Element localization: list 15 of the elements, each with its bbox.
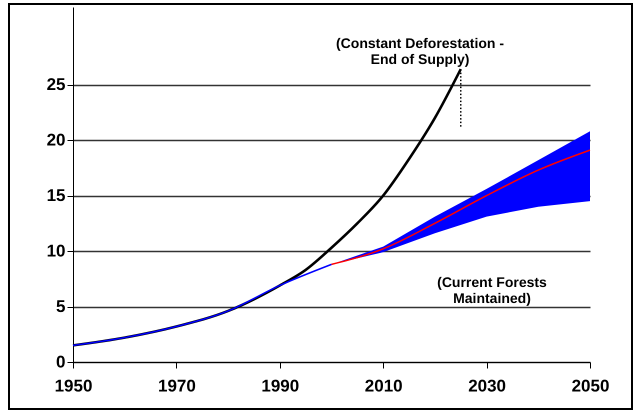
- y-tick-label: 5: [56, 297, 66, 316]
- x-tick-label: 1970: [158, 376, 196, 396]
- x-tick-label: 2010: [364, 376, 403, 396]
- x-tick-label: 1990: [261, 376, 300, 396]
- line-series: [72, 264, 332, 346]
- annotation: (Current Forests Maintained): [437, 274, 548, 306]
- y-tick-label: 0: [56, 352, 66, 372]
- y-tick-label: 15: [46, 186, 66, 206]
- x-tick-label: 2050: [572, 376, 610, 396]
- y-tick-label: 25: [46, 75, 66, 94]
- y-tick-label: 10: [46, 242, 66, 261]
- x-tick-label: 1950: [54, 376, 92, 396]
- y-tick-label: 20: [46, 130, 66, 150]
- x-tick-label: 2030: [468, 376, 506, 396]
- annotation: (Constant Deforestation - End of Supply): [336, 35, 504, 67]
